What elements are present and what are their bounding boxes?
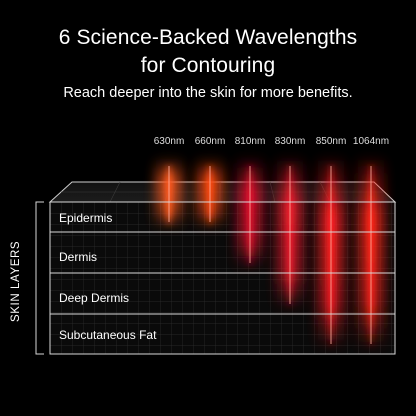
wavelength-label-830: 830nm bbox=[274, 136, 306, 147]
layer-label-epidermis: Epidermis bbox=[59, 211, 113, 225]
title-line-2: for Contouring bbox=[140, 54, 276, 77]
title-line-1: 6 Science-Backed Wavelengths bbox=[58, 26, 358, 49]
page-subtitle: Reach deeper into the skin for more bene… bbox=[63, 85, 353, 101]
wavelength-label-660: 660nm bbox=[194, 136, 226, 147]
wavelength-label-630: 630nm bbox=[153, 136, 185, 147]
wavelength-label-850: 850nm bbox=[315, 136, 347, 147]
layer-label-subcutaneous-fat: Subcutaneous Fat bbox=[59, 328, 157, 342]
layer-label-dermis: Dermis bbox=[59, 250, 97, 264]
block-outline bbox=[49, 201, 396, 355]
light-beams bbox=[156, 160, 384, 350]
skin-layers-axis-title: SKIN LAYERS bbox=[10, 240, 22, 322]
page-title: 6 Science-Backed Wavelengths for Contour… bbox=[0, 24, 416, 80]
skin-layers-bracket bbox=[35, 201, 44, 355]
wavelength-label-810: 810nm bbox=[234, 136, 266, 147]
layer-label-deep-dermis: Deep Dermis bbox=[59, 291, 130, 305]
wavelength-label-1064: 1064nm bbox=[352, 136, 390, 147]
